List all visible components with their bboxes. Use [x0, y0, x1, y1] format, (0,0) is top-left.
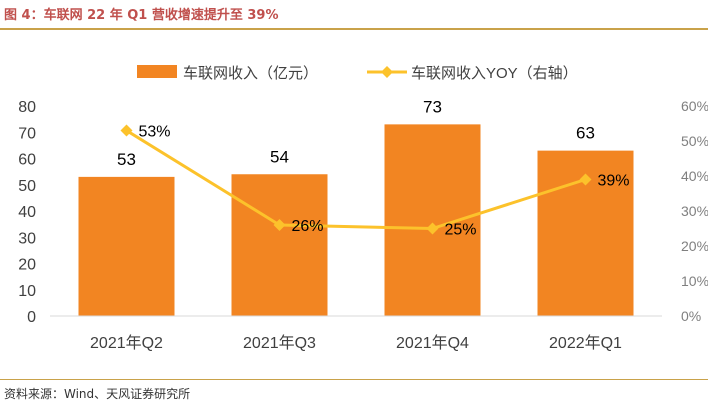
- yoy-value-label: 39%: [598, 173, 630, 190]
- combo-chart: 车联网收入（亿元） 车联网收入YOY（右轴） 0 10 20 30 40 50 60 70 80…: [18, 65, 708, 352]
- yoy-marker: [579, 173, 592, 186]
- left-tick-label: 50: [18, 178, 36, 195]
- bar: [231, 174, 328, 316]
- left-tick-label: 70: [18, 125, 36, 142]
- left-tick-label: 60: [18, 152, 36, 169]
- title-rule: [0, 28, 708, 30]
- bar-value-label: 63: [576, 124, 595, 143]
- bar-value-label: 53: [117, 150, 136, 169]
- left-tick-label: 0: [27, 309, 36, 326]
- left-axis: 0 10 20 30 40 50 60 70 80: [18, 99, 36, 326]
- x-axis: 2021年Q2 2021年Q3 2021年Q4 2022年Q1: [90, 334, 622, 352]
- right-tick-label: 50%: [681, 133, 708, 149]
- right-tick-label: 30%: [681, 203, 708, 219]
- yoy-line: [125, 129, 586, 230]
- bar: [384, 124, 481, 316]
- line-series: 53% 26% 25% 39%: [120, 124, 630, 239]
- left-tick-label: 40: [18, 204, 36, 221]
- yoy-marker: [120, 124, 133, 137]
- yoy-value-label: 25%: [445, 222, 477, 239]
- x-tick-label: 2022年Q1: [549, 334, 622, 352]
- yoy-marker: [273, 219, 286, 231]
- yoy-value-label: 26%: [292, 218, 324, 235]
- right-tick-label: 20%: [681, 238, 708, 254]
- right-tick-label: 10%: [681, 273, 708, 289]
- left-tick-label: 30: [18, 230, 36, 247]
- bar-value-label: 73: [423, 97, 442, 116]
- x-tick-label: 2021年Q2: [90, 334, 163, 352]
- x-tick-label: 2021年Q3: [243, 334, 316, 352]
- legend-bar-label: 车联网收入（亿元）: [183, 65, 318, 82]
- left-tick-label: 80: [18, 99, 36, 116]
- yoy-value-label: 53%: [139, 124, 171, 141]
- figure-title: 图 4：车联网 22 年 Q1 营收增速提升至 39%: [4, 8, 279, 23]
- bar: [78, 176, 175, 316]
- left-tick-label: 10: [18, 283, 36, 300]
- legend-line-label: 车联网收入YOY（右轴）: [411, 65, 578, 82]
- source-note: 资料来源：Wind、天风证券研究所: [4, 387, 191, 401]
- right-tick-label: 0%: [681, 308, 701, 324]
- source-rule: [0, 379, 708, 380]
- right-axis: 0% 10% 20% 30% 40% 50% 60%: [681, 98, 708, 324]
- legend-line-marker: [381, 66, 393, 78]
- legend-bar-swatch: [137, 65, 177, 78]
- bar-value-label: 54: [270, 147, 289, 166]
- right-tick-label: 60%: [681, 98, 708, 114]
- right-tick-label: 40%: [681, 168, 708, 184]
- left-tick-label: 20: [18, 257, 36, 274]
- legend: 车联网收入（亿元） 车联网收入YOY（右轴）: [137, 65, 578, 82]
- x-tick-label: 2021年Q4: [396, 334, 469, 352]
- yoy-marker: [426, 222, 439, 235]
